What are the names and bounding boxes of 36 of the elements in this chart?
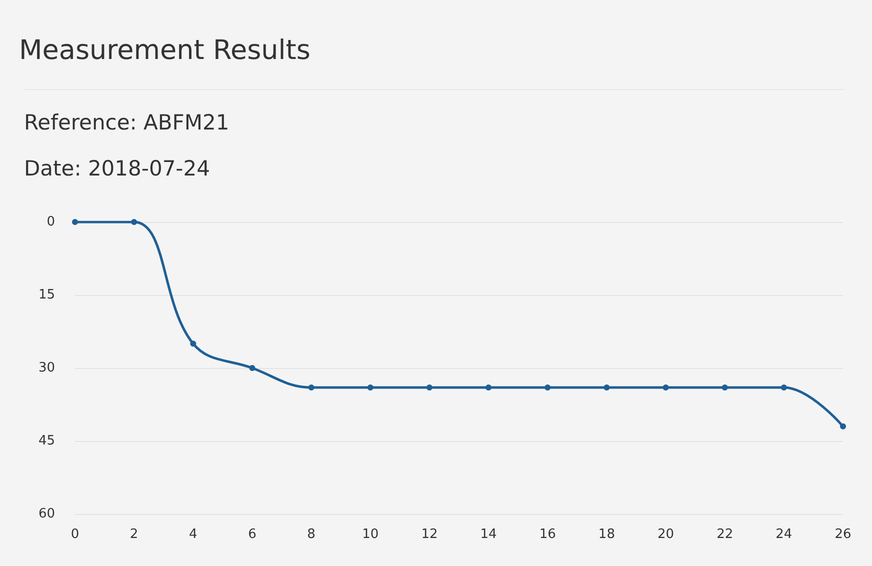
x-tick-label: 0 [70,527,80,542]
x-tick-label: 14 [480,527,497,542]
chart-subtitle: Reference: ABFM21 [24,110,230,134]
y-tick-label: 30 [38,360,55,376]
point [249,365,256,371]
x-tick-label: 24 [776,527,792,542]
x-tick-label: 20 [657,527,674,542]
point [840,423,846,430]
y-tick-label: 60 [38,506,55,522]
point [722,384,728,390]
x-tick-label: 26 [834,527,852,542]
y-tick-label: 45 [38,434,55,448]
x-tick-label: 10 [362,527,379,542]
point [662,384,669,390]
x-tick-label: 2 [130,527,138,542]
point [190,340,196,347]
point [367,384,374,390]
x-tick-label: 12 [421,527,438,542]
x-tick-label: 4 [189,527,198,542]
point [131,219,138,225]
x-tick-label: 22 [716,527,734,542]
point [544,384,551,390]
text: Date: 2018-07-24 [24,156,210,180]
x-tick-label: 16 [539,527,556,542]
chart-title: Measurement Results [19,35,310,66]
x-tick-label: 18 [598,527,615,542]
point [486,384,492,390]
x-tick-label: 6 [248,527,256,542]
point [604,384,610,390]
x-tick-label: 8 [307,527,316,542]
y-tick-label: 15 [38,288,55,302]
y-tick-label: 0 [46,214,55,230]
point [308,384,314,390]
point [426,384,432,390]
point [72,219,78,225]
point [780,384,787,390]
